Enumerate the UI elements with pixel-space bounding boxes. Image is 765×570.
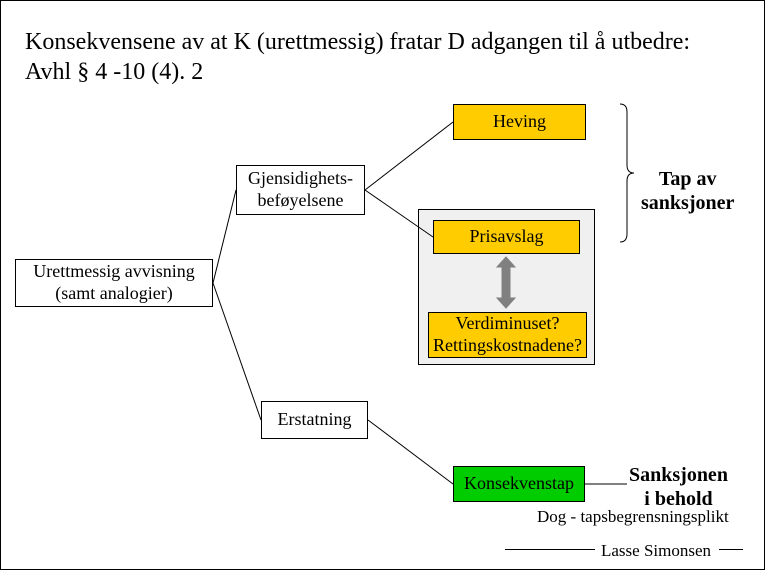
diagram-frame: Konsekvensene av at K (urettmessig) frat… (0, 0, 765, 570)
tap-line2: sanksjoner (641, 192, 734, 214)
title-line-1: Konsekvensene av at K (urettmessig) frat… (25, 29, 690, 55)
line-midtop-to-heving (365, 122, 453, 190)
line-erstatning-to-konsekvenstap (368, 420, 453, 484)
footer-rule-left (505, 549, 595, 550)
box-erstatning: Erstatning (261, 401, 368, 439)
box-urettmessig-avvisning: Urettmessig avvisning (samt analogier) (15, 259, 213, 307)
midtop-line2: beføyelsene (258, 190, 344, 210)
box-verdiminuset: Verdiminuset? Rettingskostnadene? (428, 312, 587, 358)
line-left-to-erstatning (213, 283, 261, 420)
label-sanksjonen-i-behold: Sanksjonen i behold (629, 463, 728, 511)
title-line-2: Avhl § 4 -10 (4). 2 (25, 59, 203, 85)
erstatning-label: Erstatning (278, 409, 352, 431)
brace-icon (620, 104, 634, 242)
tap-line1: Tap av (659, 168, 717, 190)
box-heving: Heving (453, 104, 586, 140)
box-konsekvenstap: Konsekvenstap (453, 466, 585, 502)
konsekvenstap-label: Konsekvenstap (464, 473, 574, 495)
midtop-line1: Gjensidighets- (248, 168, 353, 188)
box-gjensidighetsbefoyelsene: Gjensidighets- beføyelsene (236, 165, 365, 215)
label-dog-tapsbegrensningsplikt: Dog - tapsbegrensningsplikt (537, 507, 729, 527)
diagram-title: Konsekvensene av at K (urettmessig) frat… (25, 27, 690, 87)
verdi-line1: Verdiminuset? (456, 313, 560, 333)
behold-line1: Sanksjonen (629, 464, 728, 486)
label-tap-av-sanksjoner: Tap av sanksjoner (641, 167, 734, 215)
line-left-to-midtop (213, 190, 236, 283)
verdi-line2: Rettingskostnadene? (433, 335, 582, 355)
footer-rule-right (719, 549, 743, 550)
author-name: Lasse Simonsen (601, 541, 711, 561)
prisavslag-label: Prisavslag (470, 226, 544, 248)
leftbox-line2: (samt analogier) (55, 283, 172, 303)
leftbox-line1: Urettmessig avvisning (33, 261, 194, 281)
heving-label: Heving (493, 111, 546, 133)
box-prisavslag: Prisavslag (433, 220, 580, 254)
